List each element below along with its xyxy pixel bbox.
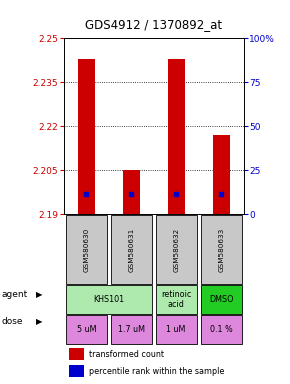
Text: ▶: ▶ <box>36 290 43 300</box>
Text: GSM580631: GSM580631 <box>128 227 134 271</box>
Text: KHS101: KHS101 <box>93 295 124 304</box>
Bar <box>66 285 152 314</box>
Text: 1.7 uM: 1.7 uM <box>118 325 145 334</box>
Text: retinoic
acid: retinoic acid <box>161 290 191 309</box>
Bar <box>156 315 197 344</box>
Bar <box>201 285 242 314</box>
Text: DMSO: DMSO <box>209 295 233 304</box>
Bar <box>69 366 84 377</box>
Bar <box>201 315 242 344</box>
Bar <box>123 170 140 214</box>
Text: GSM580633: GSM580633 <box>218 227 224 271</box>
Bar <box>168 59 185 214</box>
Bar <box>156 215 197 284</box>
Bar <box>201 215 242 284</box>
Text: ▶: ▶ <box>36 317 43 326</box>
Bar <box>111 215 152 284</box>
Bar <box>78 59 95 214</box>
Text: agent: agent <box>1 290 28 300</box>
Bar <box>69 349 84 360</box>
Bar <box>66 315 107 344</box>
Text: 5 uM: 5 uM <box>77 325 96 334</box>
Bar <box>111 315 152 344</box>
Text: GSM580632: GSM580632 <box>173 227 179 271</box>
Text: percentile rank within the sample: percentile rank within the sample <box>89 366 224 376</box>
Bar <box>213 135 230 214</box>
Bar <box>66 215 107 284</box>
Text: 0.1 %: 0.1 % <box>210 325 233 334</box>
Text: 1 uM: 1 uM <box>166 325 186 334</box>
Text: dose: dose <box>1 317 23 326</box>
Text: GDS4912 / 1370892_at: GDS4912 / 1370892_at <box>85 18 222 31</box>
Bar <box>156 285 197 314</box>
Text: transformed count: transformed count <box>89 349 164 359</box>
Text: GSM580630: GSM580630 <box>83 227 89 271</box>
